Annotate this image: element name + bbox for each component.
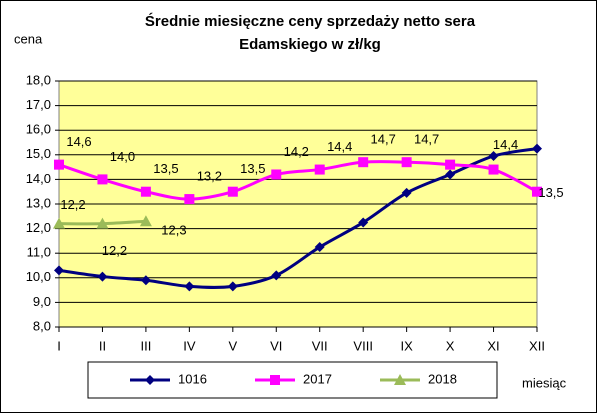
x-tick-label: VI — [270, 338, 282, 353]
x-tick-label: I — [57, 338, 61, 353]
y-tick-label: 17,0 — [26, 97, 51, 112]
data-label: 14,7 — [371, 132, 396, 147]
x-tick-label: XII — [529, 338, 545, 353]
marker — [532, 143, 542, 154]
marker — [271, 169, 282, 180]
marker — [445, 169, 456, 180]
data-label: 14,2 — [284, 144, 309, 159]
x-tick-label: V — [228, 338, 237, 353]
x-tick-label: VIII — [353, 338, 373, 353]
x-tick-label: IX — [400, 338, 413, 353]
marker — [401, 157, 412, 168]
chart-subtitle: Edamskiego w zł/kg — [239, 36, 381, 53]
data-label: 13,5 — [538, 185, 563, 200]
y-tick-label: 13,0 — [26, 195, 51, 210]
y-tick-label: 9,0 — [33, 294, 51, 309]
y-tick-label: 8,0 — [33, 318, 51, 333]
y-tick-label: 11,0 — [27, 245, 51, 260]
marker — [140, 275, 151, 286]
marker — [97, 174, 108, 185]
data-label: 12,2 — [60, 197, 85, 212]
x-tick-label: X — [446, 338, 455, 353]
marker — [394, 374, 406, 385]
y-tick-label: 14,0 — [26, 171, 51, 186]
x-tick-label: IV — [183, 338, 196, 353]
marker — [227, 281, 238, 292]
marker — [270, 375, 280, 385]
marker — [54, 159, 64, 170]
chart-title: Średnie miesięczne ceny sprzedaży netto … — [145, 12, 476, 30]
x-tick-label: VII — [312, 338, 328, 353]
marker — [53, 217, 65, 229]
marker — [532, 186, 542, 197]
y-axis-label: cena — [14, 31, 43, 46]
data-label: 14,4 — [493, 137, 518, 152]
x-tick-label: XI — [487, 338, 499, 353]
legend-label: 2017 — [303, 371, 332, 386]
data-label: 14,6 — [66, 134, 91, 149]
marker — [227, 186, 238, 197]
marker — [401, 187, 412, 198]
data-label: 14,7 — [414, 132, 439, 147]
marker — [184, 281, 195, 292]
marker — [488, 164, 499, 175]
y-tick-label: 10,0 — [26, 269, 51, 284]
x-tick-label: II — [99, 338, 106, 353]
marker — [96, 217, 109, 229]
data-label: 13,5 — [240, 161, 265, 176]
legend-label: 2018 — [428, 371, 457, 386]
y-tick-label: 16,0 — [26, 122, 51, 137]
marker — [140, 186, 151, 197]
marker — [145, 375, 155, 385]
data-label: 14,4 — [327, 139, 352, 154]
data-label: 13,5 — [153, 161, 178, 176]
data-label: 13,2 — [197, 169, 222, 184]
y-tick-label: 12,0 — [26, 220, 51, 235]
legend-label: 1016 — [178, 371, 207, 386]
marker — [445, 159, 456, 170]
marker — [488, 151, 499, 162]
marker — [358, 217, 369, 228]
marker — [314, 164, 325, 175]
y-tick-label: 18,0 — [26, 72, 51, 87]
marker — [97, 271, 108, 282]
marker — [271, 270, 282, 281]
x-tick-label: III — [140, 338, 151, 353]
marker — [139, 215, 152, 227]
marker — [358, 157, 369, 168]
data-label: 12,3 — [161, 223, 186, 238]
data-label: 12,2 — [102, 243, 127, 258]
x-axis-label: miesiąc — [522, 375, 567, 390]
data-label: 14,0 — [110, 149, 135, 164]
marker — [314, 242, 325, 253]
marker — [54, 265, 64, 276]
marker — [184, 194, 195, 205]
y-tick-label: 15,0 — [26, 146, 51, 161]
